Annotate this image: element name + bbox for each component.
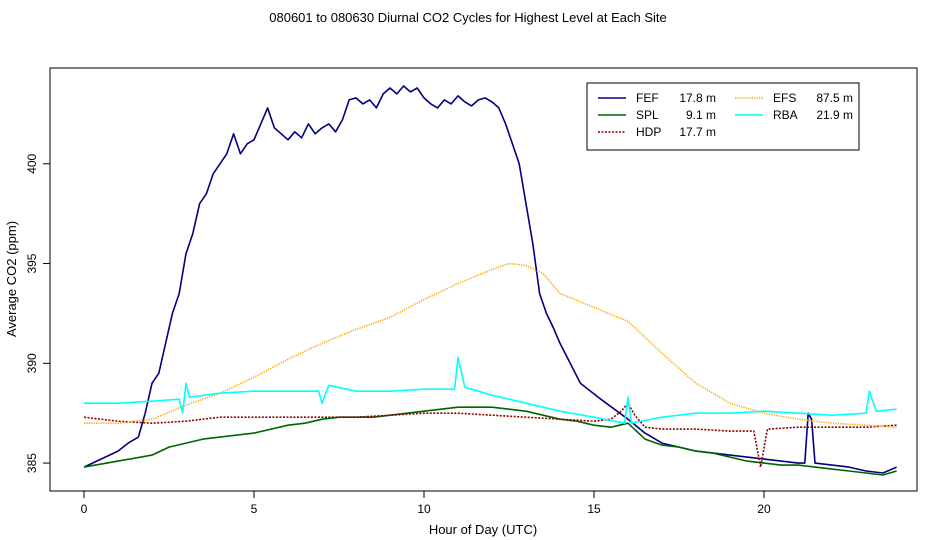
x-tick-label: 0 [81,502,88,516]
legend-label: RBA [773,108,798,122]
y-axis-title: Average CO2 (ppm) [4,221,19,337]
series-line-efs [84,262,897,428]
series-layer [83,85,897,476]
series-line-hdp [83,402,897,468]
x-tick-label: 10 [417,502,431,516]
legend-height: 21.9 m [816,108,853,122]
legend-label: HDP [636,125,661,139]
legend: FEF 17.8 m SPL 9.1 m HDP 17.7 m EFS 87.5 m RBA 21… [586,82,860,151]
legend-height: 9.1 m [686,108,716,122]
y-tick-label: 390 [25,353,39,373]
x-tick-label: 15 [587,502,601,516]
series-line-rba [84,356,897,424]
legend-height: 17.7 m [679,125,716,139]
legend-height: 87.5 m [816,91,853,105]
y-tick-label: 385 [25,453,39,473]
legend-label: SPL [636,108,659,122]
x-axis: 0 5 10 15 20 [81,490,771,516]
x-tick-label: 20 [757,502,771,516]
legend-box [586,82,860,151]
legend-height: 17.8 m [679,91,716,105]
x-tick-label: 5 [251,502,258,516]
legend-label: FEF [636,91,659,105]
legend-label: EFS [773,91,796,105]
x-axis-title: Hour of Day (UTC) [429,522,537,537]
chart-title: 080601 to 080630 Diurnal CO2 Cycles for … [269,10,666,25]
y-axis: 385 390 395 400 [25,153,51,473]
y-tick-label: 400 [25,153,39,173]
series-line-spl [83,406,897,476]
y-tick-label: 395 [25,253,39,273]
